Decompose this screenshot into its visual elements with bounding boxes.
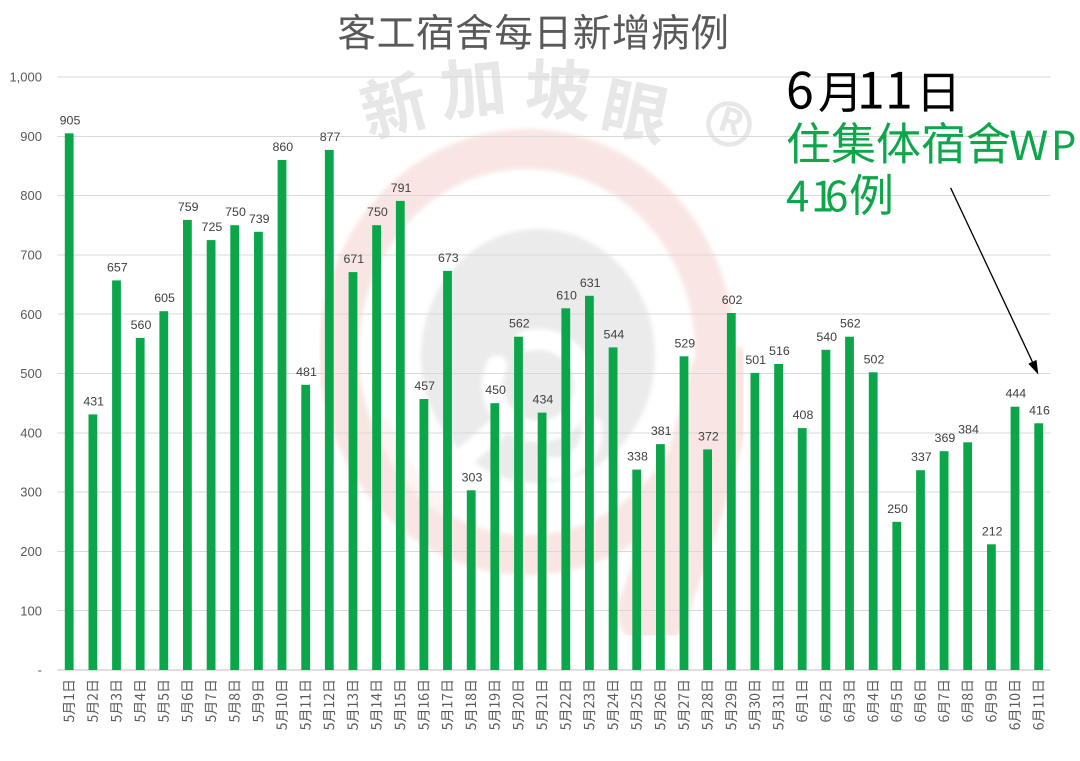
svg-text:400: 400 [20, 425, 42, 440]
svg-text:900: 900 [20, 129, 42, 144]
svg-text:562: 562 [509, 317, 530, 331]
svg-text:673: 673 [438, 251, 459, 265]
svg-text:516: 516 [769, 344, 790, 358]
svg-text:602: 602 [722, 293, 743, 307]
svg-text:791: 791 [391, 181, 412, 195]
svg-text:369: 369 [935, 431, 956, 445]
svg-text:860: 860 [272, 140, 293, 154]
svg-text:671: 671 [343, 252, 364, 266]
svg-text:250: 250 [887, 502, 908, 516]
svg-text:750: 750 [225, 205, 246, 219]
svg-text:1,000: 1,000 [9, 70, 42, 85]
svg-text:500: 500 [20, 366, 42, 381]
svg-text:338: 338 [627, 450, 648, 464]
svg-text:434: 434 [533, 393, 554, 407]
svg-text:562: 562 [840, 317, 861, 331]
svg-text:610: 610 [556, 288, 577, 302]
svg-text:372: 372 [698, 429, 719, 443]
svg-text:337: 337 [911, 450, 932, 464]
svg-text:300: 300 [20, 485, 42, 500]
svg-text:605: 605 [154, 291, 175, 305]
svg-text:212: 212 [982, 524, 1003, 538]
svg-text:481: 481 [296, 365, 317, 379]
svg-text:725: 725 [202, 220, 223, 234]
svg-text:502: 502 [864, 352, 885, 366]
svg-text:700: 700 [20, 248, 42, 263]
svg-text:303: 303 [462, 470, 483, 484]
svg-text:529: 529 [674, 336, 695, 350]
svg-text:457: 457 [414, 379, 435, 393]
svg-text:431: 431 [83, 394, 104, 408]
svg-text:600: 600 [20, 307, 42, 322]
svg-text:444: 444 [1005, 387, 1026, 401]
svg-text:739: 739 [249, 212, 270, 226]
svg-text:384: 384 [958, 422, 979, 436]
svg-text:877: 877 [320, 130, 341, 144]
svg-text:800: 800 [20, 188, 42, 203]
svg-text:408: 408 [793, 408, 814, 422]
svg-text:450: 450 [485, 383, 506, 397]
svg-text:-: - [38, 663, 42, 678]
svg-text:200: 200 [20, 544, 42, 559]
svg-text:544: 544 [604, 327, 625, 341]
svg-text:657: 657 [107, 260, 128, 274]
svg-text:100: 100 [20, 603, 42, 618]
svg-text:560: 560 [131, 318, 152, 332]
svg-text:501: 501 [745, 353, 766, 367]
svg-text:631: 631 [580, 276, 601, 290]
svg-text:381: 381 [651, 424, 672, 438]
svg-text:750: 750 [367, 205, 388, 219]
svg-text:759: 759 [178, 200, 199, 214]
svg-text:416: 416 [1029, 403, 1050, 417]
svg-text:905: 905 [60, 113, 81, 127]
svg-text:540: 540 [816, 330, 837, 344]
